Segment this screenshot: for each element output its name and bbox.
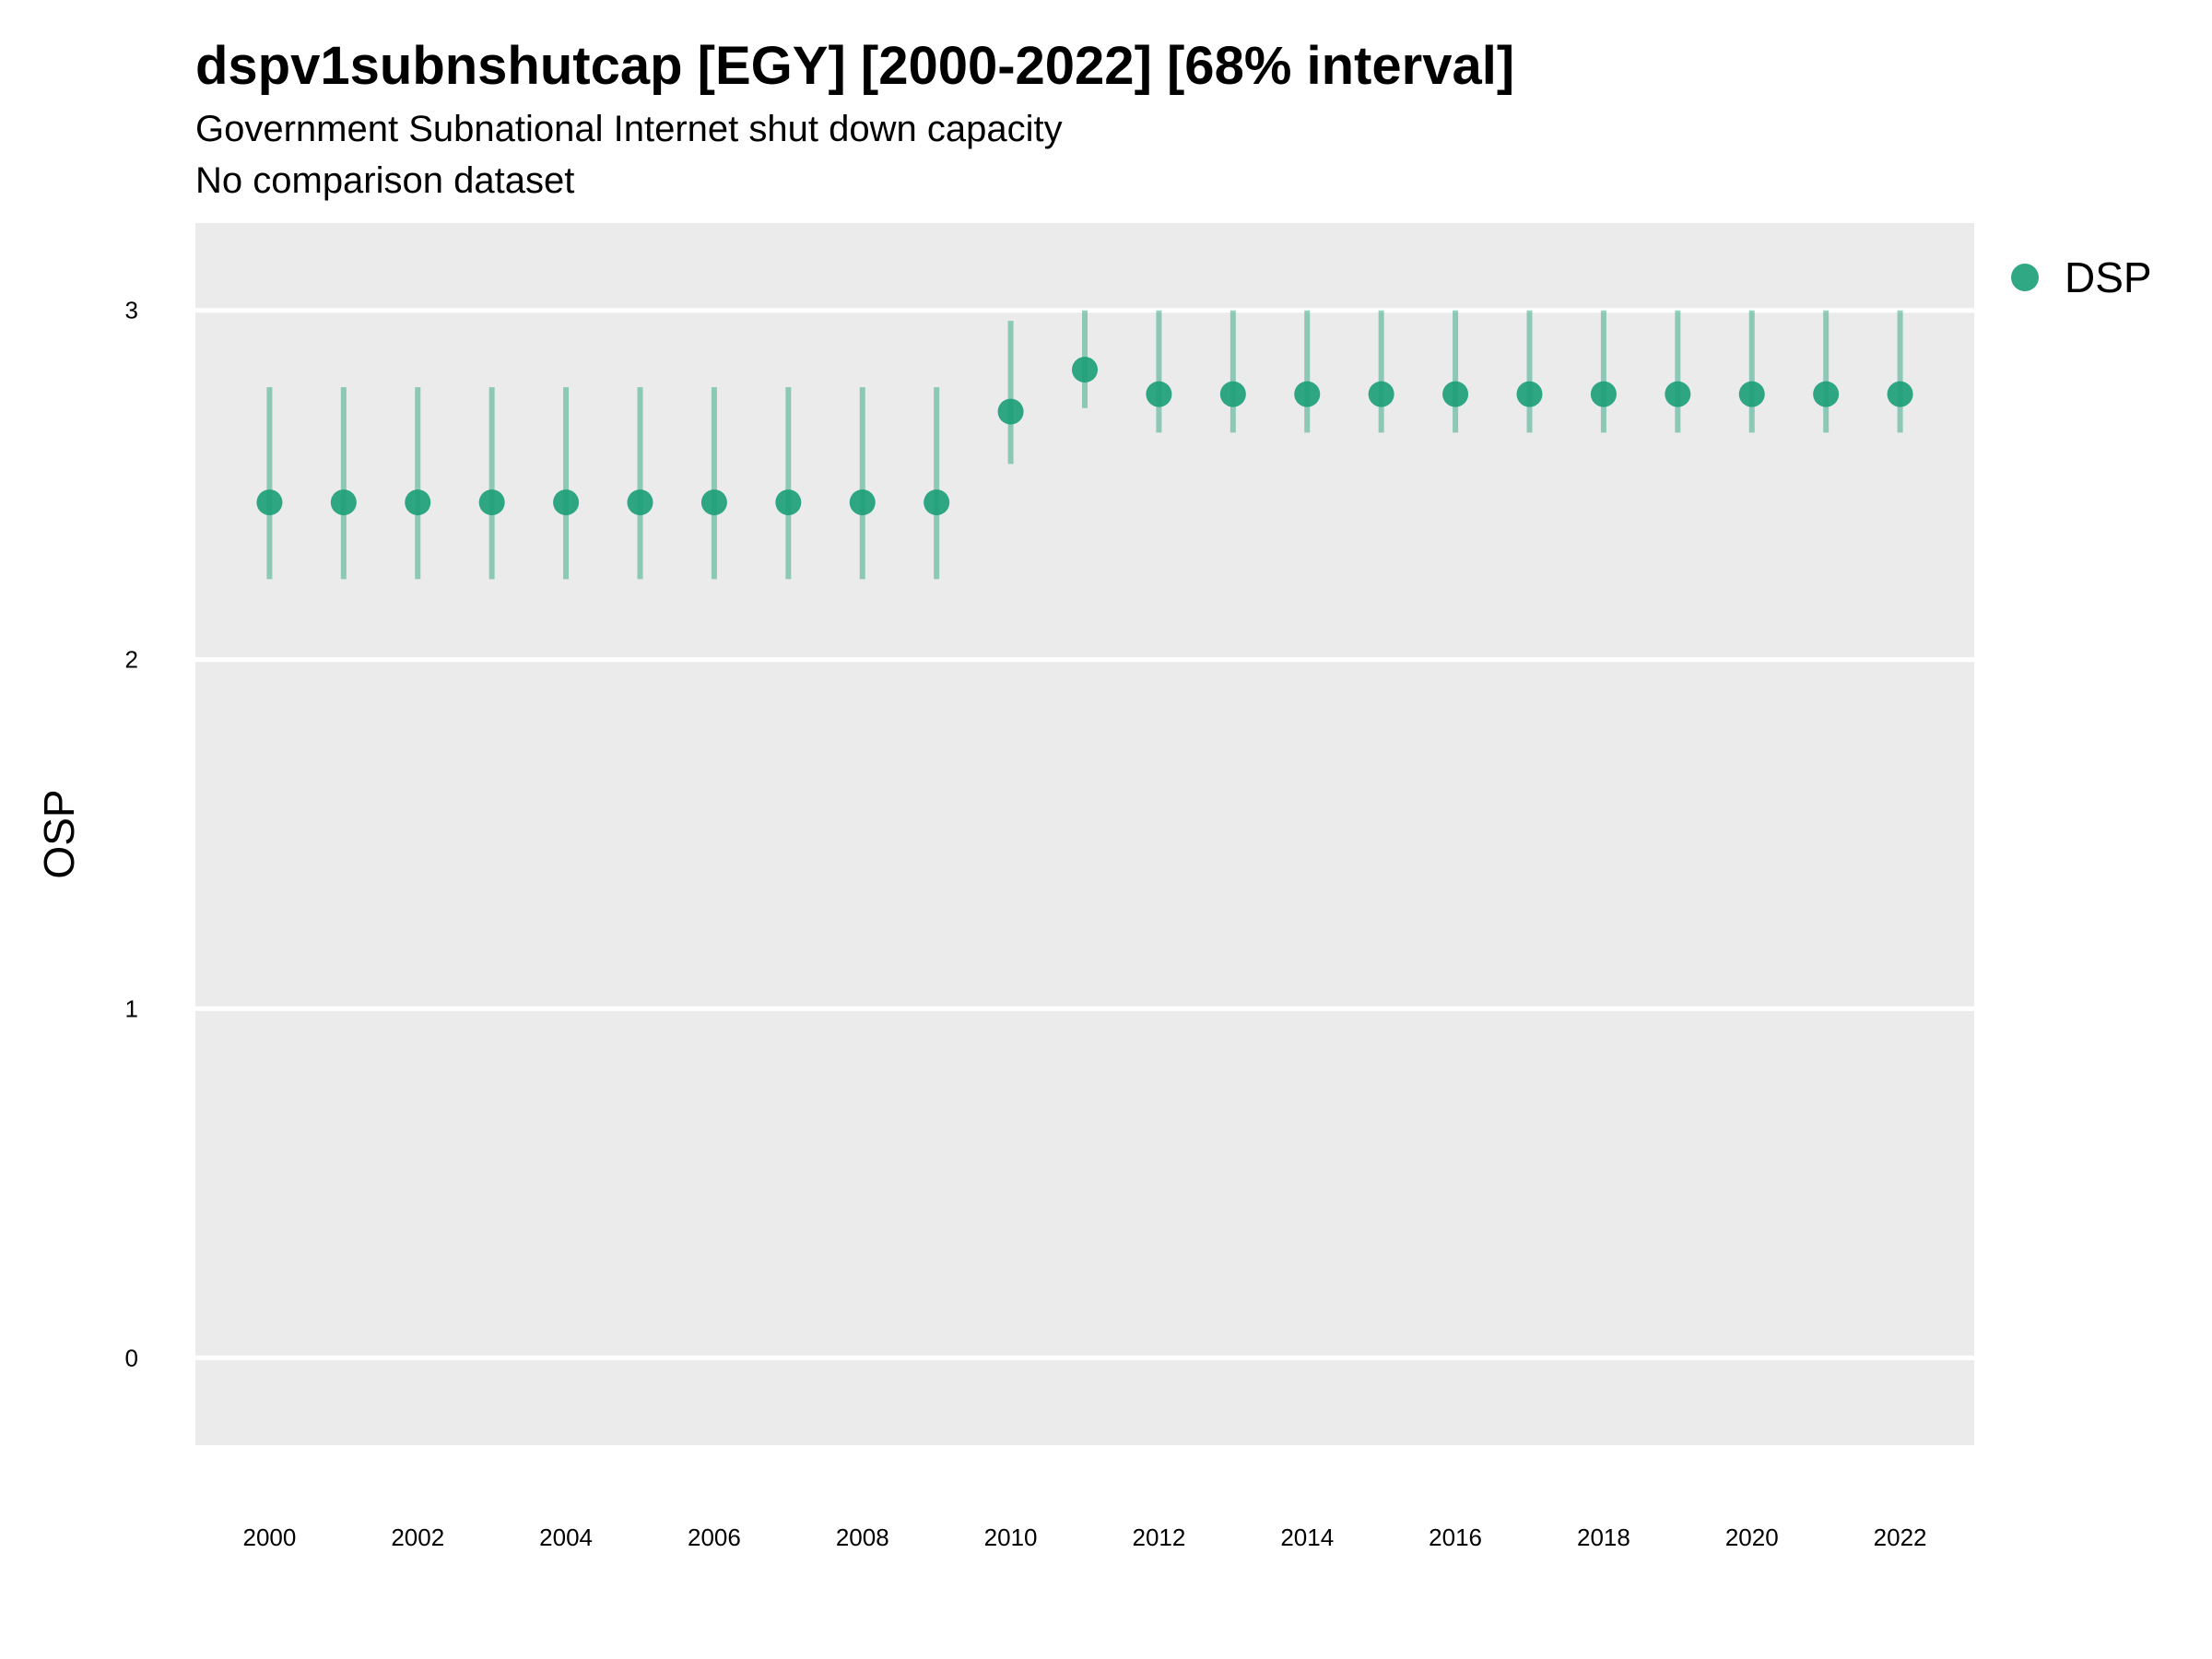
data-point-2020 [1738,381,1765,407]
interval-bars [266,310,1903,580]
data-point-2013 [1219,381,1246,407]
x-tick-2004: 2004 [539,1524,593,1551]
data-point-2017 [1516,381,1543,407]
y-tick-1: 1 [125,994,138,1022]
data-point-2015 [1368,381,1394,407]
data-point-2018 [1590,381,1617,407]
data-point-2014 [1294,381,1321,407]
x-tick-2000: 2000 [242,1524,296,1551]
x-tick-labels: 2000 2002 2004 2006 2008 2010 2012 2014 2016 2018… [242,1524,1926,1551]
legend-marker [2011,264,2039,291]
data-point-2009 [924,489,950,516]
x-tick-2010: 2010 [984,1524,1038,1551]
data-point-2011 [1072,357,1098,383]
y-tick-0: 0 [125,1344,138,1371]
gridlines [195,308,1974,1360]
x-tick-2006: 2006 [688,1524,741,1551]
data-point-2005 [627,489,653,516]
x-tick-2022: 2022 [1874,1524,1927,1551]
chart-subtitle: Government Subnational Internet shut dow… [195,109,1063,149]
data-point-2003 [478,489,505,516]
y-tick-3: 3 [125,297,138,324]
data-point-2010 [997,398,1024,425]
data-points [256,357,1913,516]
y-axis-label: OSP [35,789,83,878]
data-point-2006 [700,489,727,516]
x-tick-2008: 2008 [836,1524,889,1551]
legend: DSP [2011,253,2152,302]
legend-label: DSP [2065,253,2152,301]
data-point-2012 [1146,381,1172,407]
data-point-2001 [330,489,357,516]
chart-caption: No comparison dataset [195,160,575,201]
data-point-2000 [256,489,283,516]
data-point-2002 [405,489,431,516]
x-tick-2002: 2002 [391,1524,444,1551]
chart-title: dspv1subnshutcap [EGY] [2000-2022] [68% … [195,36,1515,96]
data-point-2008 [849,489,876,516]
data-point-2019 [1665,381,1691,407]
x-tick-2012: 2012 [1132,1524,1185,1551]
x-tick-2018: 2018 [1577,1524,1630,1551]
x-tick-2020: 2020 [1725,1524,1779,1551]
x-tick-2014: 2014 [1280,1524,1334,1551]
data-point-2022 [1887,381,1913,407]
plot-panel [195,223,1974,1445]
data-point-2004 [553,489,580,516]
y-tick-2: 2 [125,646,138,674]
data-point-2016 [1442,381,1469,407]
y-tick-labels: 0 1 2 3 [125,297,138,1372]
data-point-2021 [1813,381,1840,407]
data-point-2007 [775,489,802,516]
x-tick-2016: 2016 [1429,1524,1482,1551]
